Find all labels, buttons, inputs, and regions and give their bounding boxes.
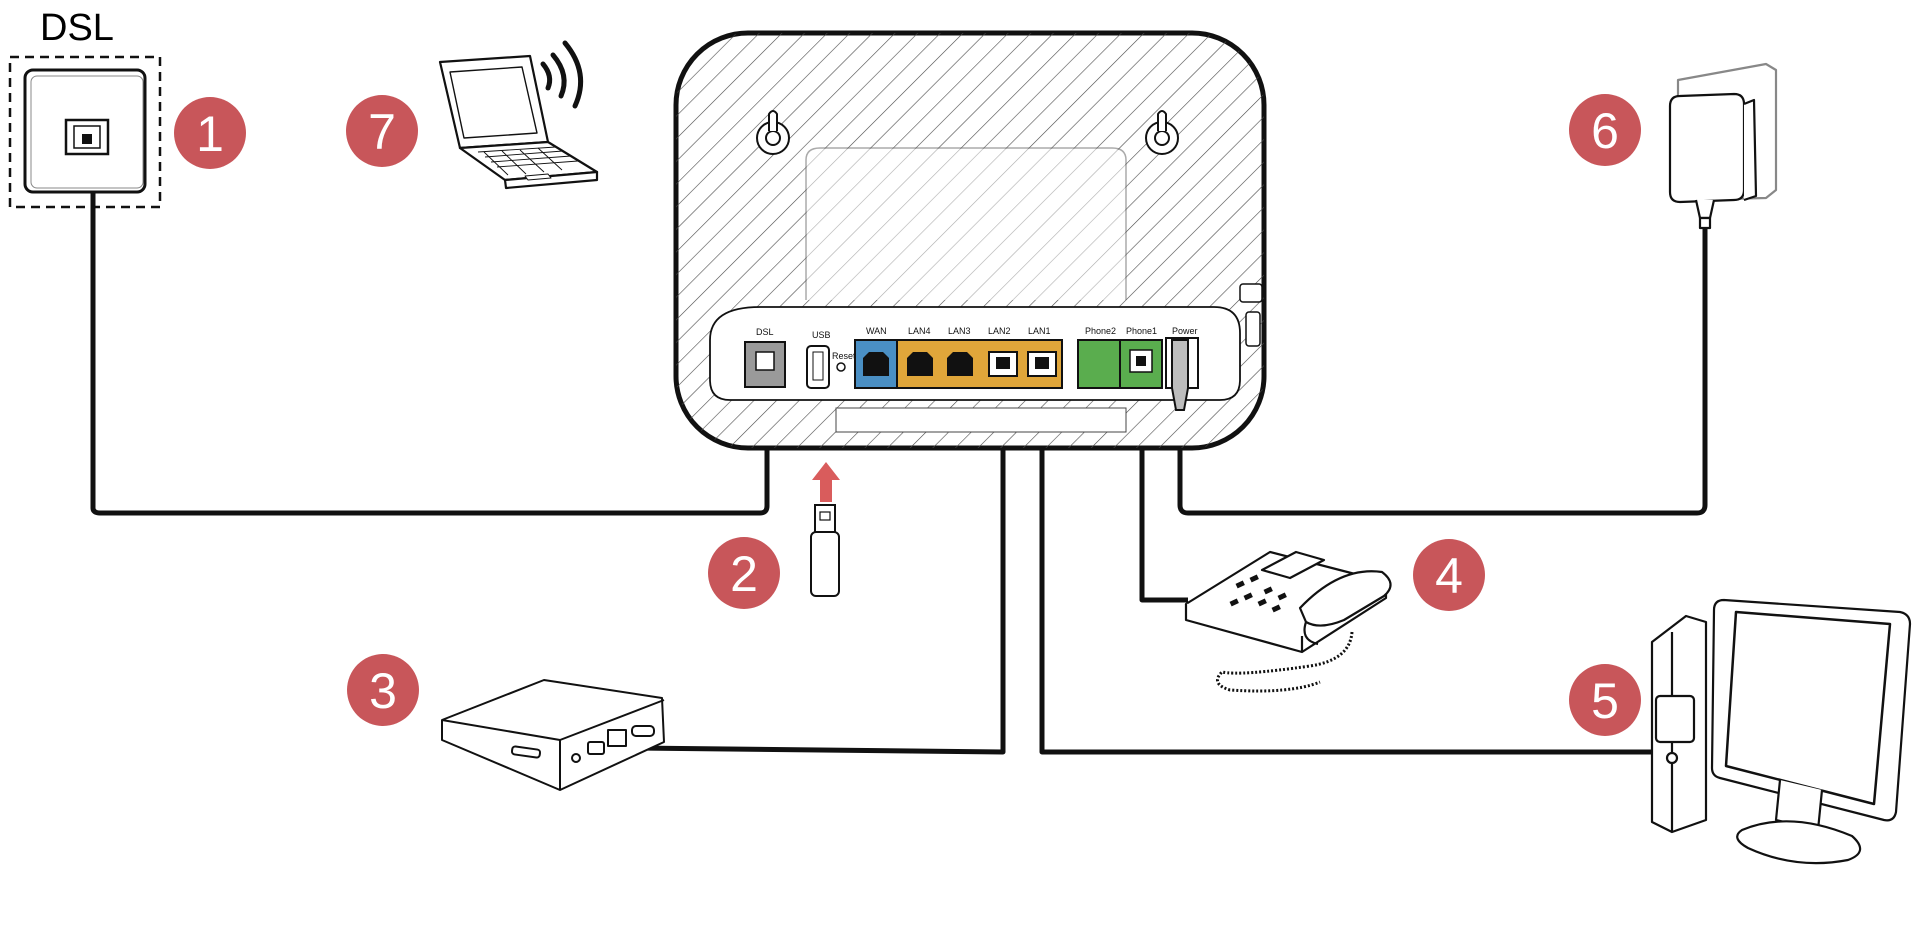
svg-text:5: 5: [1591, 673, 1619, 729]
lan1-port-label: LAN1: [1028, 326, 1051, 336]
svg-text:1: 1: [196, 106, 224, 162]
phone-coil-cord: [1216, 631, 1354, 693]
lan1-cable: [1039, 380, 1655, 755]
badge-2: 2: [708, 537, 780, 609]
insert-arrow-icon: [812, 462, 840, 502]
mount-hole-left-icon: [756, 110, 790, 155]
power-port-label: Power: [1172, 326, 1198, 336]
power-plug: [1171, 339, 1189, 411]
reset-label: Reset: [832, 351, 856, 361]
lan2-port-label: LAN2: [988, 326, 1011, 336]
phone2-port[interactable]: [1077, 339, 1121, 389]
dsl-cable: [90, 162, 770, 516]
phone2-port-label: Phone2: [1085, 326, 1116, 336]
cables: [90, 162, 1708, 755]
wlan-button[interactable]: [1239, 283, 1263, 303]
badge-4: 4: [1413, 539, 1485, 611]
lan4-port[interactable]: [907, 352, 933, 376]
badge-5: 5: [1569, 664, 1641, 736]
usb-port-label: USB: [812, 330, 831, 340]
badge-7: 7: [346, 95, 418, 167]
lan3-port-label: LAN3: [948, 326, 971, 336]
laptop-wifi-icon: [540, 40, 584, 109]
svg-text:7: 7: [368, 104, 396, 160]
phone1-port[interactable]: [1119, 339, 1163, 389]
svg-text:4: 4: [1435, 548, 1463, 604]
badge-6: 6: [1569, 94, 1641, 166]
mount-hole-right-icon: [1145, 110, 1179, 155]
power-cable: [1177, 228, 1708, 516]
power-adapter: [1668, 62, 1778, 230]
laptop-device: [438, 54, 599, 190]
phone-cable: [1139, 380, 1188, 603]
lan2-cable: [629, 380, 1006, 755]
wan-port-label: WAN: [866, 326, 887, 336]
desktop-computer: [1650, 598, 1912, 865]
router: DSL USB Reset WAN LAN4 LAN3 LAN2 LAN1: [673, 30, 1267, 451]
lan3-port[interactable]: [947, 352, 973, 376]
phone1-port-label: Phone1: [1126, 326, 1157, 336]
dashed-outline: [8, 55, 162, 209]
telephone: [1184, 550, 1392, 693]
lan4-port-label: LAN4: [908, 326, 931, 336]
lan1-port[interactable]: [1027, 351, 1057, 377]
badge-3: 3: [347, 654, 419, 726]
dsl-port-label: DSL: [756, 327, 774, 337]
wps-button[interactable]: [1245, 311, 1261, 347]
socket-plate-inner: [30, 75, 144, 189]
svg-text:3: 3: [369, 663, 397, 719]
svg-text:2: 2: [730, 546, 758, 602]
dsl-wall-label: DSL: [40, 7, 114, 49]
svg-text:6: 6: [1591, 103, 1619, 159]
reset-button[interactable]: [836, 362, 846, 372]
dsl-wall-socket: DSL: [8, 7, 162, 209]
lan2-port[interactable]: [988, 351, 1018, 377]
set-top-box: [441, 679, 665, 791]
usb-stick: [810, 462, 840, 597]
badge-1: 1: [174, 97, 246, 169]
